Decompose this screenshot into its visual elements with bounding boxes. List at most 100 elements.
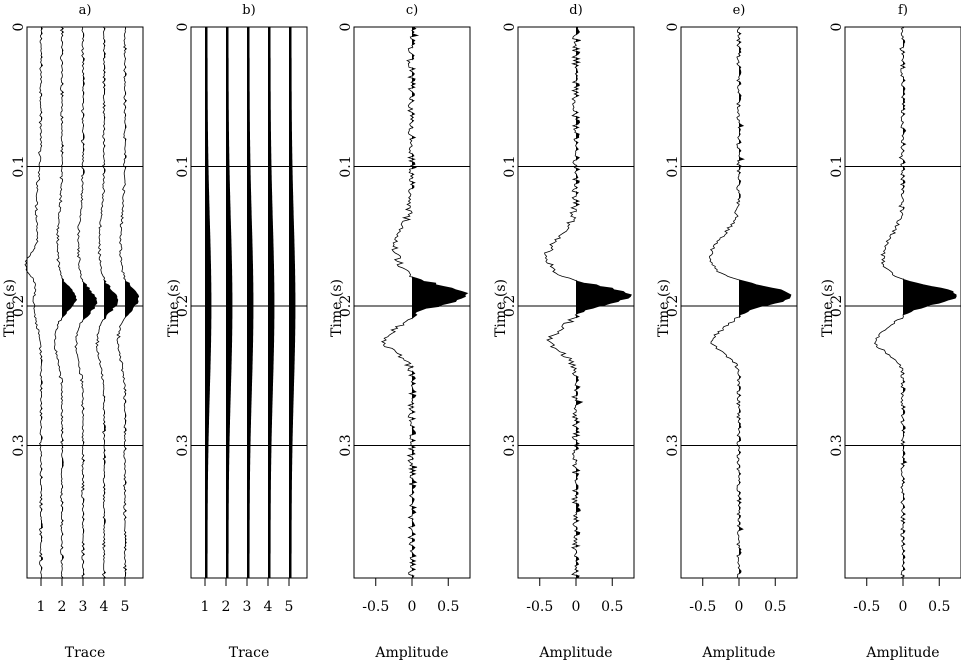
x-tick-label: 0 xyxy=(408,599,417,615)
x-axis-label: Trace xyxy=(229,645,270,661)
panel-0: a) 0 0.1 0.2 0.3 Time (s) Trace 1 2 3 4 5 xyxy=(2,3,144,661)
amplitude-trace xyxy=(543,26,632,578)
x-tick-label: 3 xyxy=(79,599,88,615)
y-tick-label: 0 xyxy=(11,23,27,32)
x-tick-label: 4 xyxy=(100,599,109,615)
x-tick-label: 2 xyxy=(58,599,67,615)
trace-2-fill xyxy=(62,27,77,578)
trace-1-wiggle xyxy=(24,26,44,578)
y-axis-label: Time (s) xyxy=(329,279,345,337)
trace-3-fill xyxy=(83,27,97,578)
x-tick-label: 5 xyxy=(121,599,130,615)
x-tick-label: -0.5 xyxy=(689,599,716,615)
trace-4-wiggle xyxy=(95,26,119,578)
trace-2-wiggle xyxy=(53,26,78,578)
y-axis-label: Time (s) xyxy=(820,279,836,337)
y-tick-label: 0 xyxy=(665,23,681,32)
amplitude-fill xyxy=(576,27,632,578)
y-tick-label: 0.1 xyxy=(338,155,354,177)
trace-4-fill xyxy=(268,27,274,578)
trace-3-wiggle xyxy=(74,26,98,578)
panel-title: a) xyxy=(79,3,92,18)
x-tick-label: 1 xyxy=(201,599,210,615)
amplitude-trace xyxy=(380,26,469,578)
x-tick-label: 0 xyxy=(735,599,744,615)
y-tick-label: 0 xyxy=(175,23,191,32)
trace-4-wiggle xyxy=(269,27,275,578)
x-tick-label: -0.5 xyxy=(362,599,389,615)
y-tick-label: 0.2 xyxy=(502,295,518,317)
y-tick-label: 0.3 xyxy=(175,434,191,456)
x-axis-label: Amplitude xyxy=(701,645,775,661)
panel-title: f) xyxy=(898,3,908,18)
trace-1-fill xyxy=(205,27,211,578)
x-tick-label: 0.5 xyxy=(764,599,786,615)
x-tick-label: 0.5 xyxy=(437,599,459,615)
y-tick-label: 0.1 xyxy=(175,155,191,177)
x-axis-label: Trace xyxy=(65,645,106,661)
y-tick-label: 0.3 xyxy=(502,434,518,456)
y-tick-label: 0.1 xyxy=(11,155,27,177)
trace-1-wiggle xyxy=(206,27,212,578)
panel-1: b) 0 0.1 0.2 0.3 Time (s) Trace 1 2 3 4 5 xyxy=(166,3,308,661)
x-tick-label: 1 xyxy=(37,599,46,615)
y-axis-label: Time (s) xyxy=(656,279,672,337)
x-tick-label: 0 xyxy=(899,599,908,615)
y-tick-label: 0 xyxy=(502,23,518,32)
x-tick-label: 2 xyxy=(222,599,231,615)
trace-5-wiggle xyxy=(116,26,140,578)
x-tick-label: 0.5 xyxy=(601,599,623,615)
panel-title: b) xyxy=(242,3,255,18)
panel-title: c) xyxy=(406,3,418,18)
trace-4-fill xyxy=(104,27,118,578)
amplitude-trace xyxy=(874,26,957,579)
y-tick-label: 0.1 xyxy=(502,155,518,177)
panel-2: c) 0 0.1 0.2 0.3 Time (s) Amplitude -0.5 0 0.5 xyxy=(329,3,471,661)
panel-3: d) 0 0.1 0.2 0.3 Time (s) Amplitude -0.5 0 0.5 xyxy=(493,3,635,661)
y-axis-label: Time (s) xyxy=(493,279,509,337)
panel-4: e) 0 0.1 0.2 0.3 Time (s) Amplitude -0.5 0 0.5 xyxy=(656,3,798,661)
x-tick-label: 0.5 xyxy=(928,599,950,615)
x-tick-label: 3 xyxy=(243,599,252,615)
amplitude-fill xyxy=(903,27,957,578)
y-tick-label: 0.2 xyxy=(175,295,191,317)
y-axis-label: Time (s) xyxy=(166,279,182,337)
trace-5-fill xyxy=(289,27,295,578)
panel-title: d) xyxy=(569,3,582,18)
x-tick-label: -0.5 xyxy=(526,599,553,615)
y-tick-label: 0.2 xyxy=(665,295,681,317)
x-tick-label: -0.5 xyxy=(853,599,880,615)
x-axis-label: Amplitude xyxy=(865,645,939,661)
y-tick-label: 0.3 xyxy=(11,434,27,456)
y-tick-label: 0.3 xyxy=(829,434,845,456)
y-tick-label: 0.2 xyxy=(338,295,354,317)
amplitude-fill xyxy=(739,27,791,578)
panel-5: f) 0 0.1 0.2 0.3 Time (s) Amplitude -0.5 0 0.5 xyxy=(820,3,961,661)
trace-5-fill xyxy=(125,27,139,578)
trace-3-wiggle xyxy=(248,27,254,578)
panel-title: e) xyxy=(733,3,746,18)
trace-2-wiggle xyxy=(227,27,233,578)
plot-frame xyxy=(26,26,144,579)
amplitude-fill xyxy=(412,27,468,578)
trace-2-fill xyxy=(226,27,232,578)
y-tick-label: 0 xyxy=(338,23,354,32)
trace-3-fill xyxy=(247,27,253,578)
y-tick-label: 0.2 xyxy=(11,295,27,317)
y-tick-label: 0 xyxy=(829,23,845,32)
amplitude-trace xyxy=(709,26,792,578)
y-tick-label: 0.3 xyxy=(665,434,681,456)
x-tick-label: 4 xyxy=(264,599,273,615)
trace-5-wiggle xyxy=(290,27,296,578)
y-tick-label: 0.2 xyxy=(829,295,845,317)
y-tick-label: 0.1 xyxy=(665,155,681,177)
x-axis-label: Amplitude xyxy=(374,645,448,661)
y-tick-label: 0.3 xyxy=(338,434,354,456)
x-axis-label: Amplitude xyxy=(538,645,612,661)
y-axis-label: Time (s) xyxy=(2,279,18,337)
y-tick-label: 0.1 xyxy=(829,155,845,177)
x-tick-label: 5 xyxy=(285,599,294,615)
x-tick-label: 0 xyxy=(572,599,581,615)
